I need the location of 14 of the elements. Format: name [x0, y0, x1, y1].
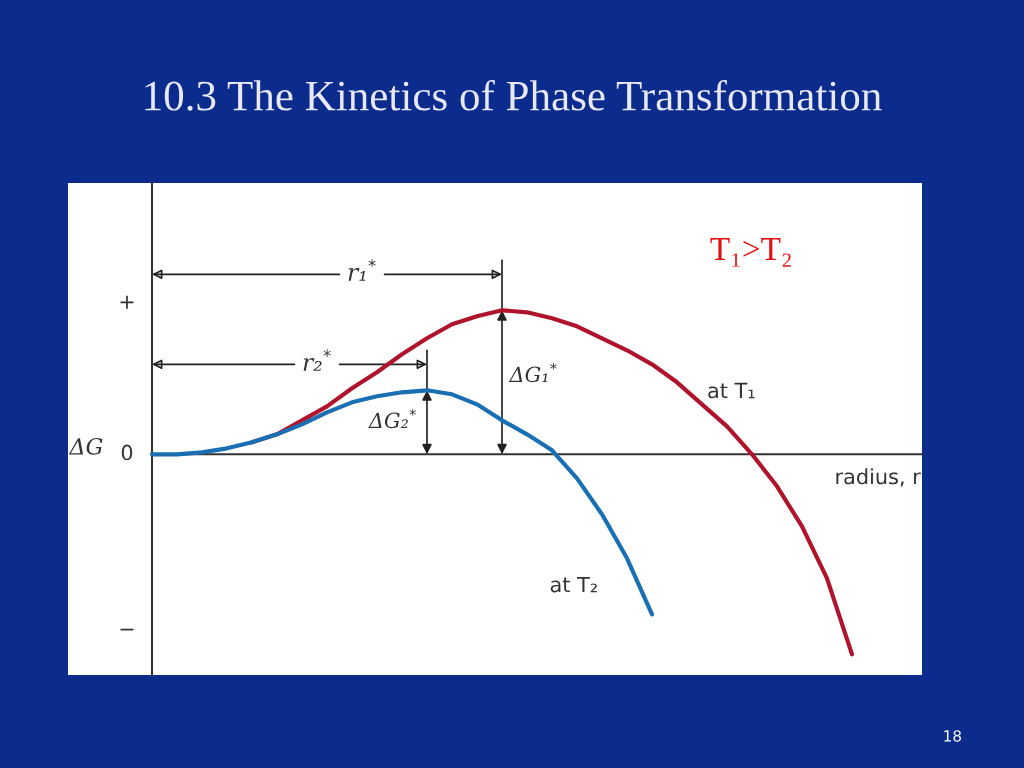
text: r₁$^{*}$: [348, 259, 376, 281]
annotation: ΔG₂$^{*}$: [368, 409, 416, 429]
series-label: at T₂: [550, 576, 597, 593]
text: −: [120, 628, 134, 631]
annotation: r₂$^{*}$: [303, 349, 331, 371]
text: 18: [944, 730, 961, 742]
x-axis-title: radius, r: [836, 468, 921, 487]
text: 0: [121, 444, 133, 461]
text: T₁>T₂: [710, 238, 791, 267]
series-label: at T₁: [708, 382, 755, 399]
annotation: ΔG₁$^{*}$: [508, 363, 557, 383]
y-axis-title: ΔG: [68, 437, 103, 455]
text: +: [120, 295, 134, 309]
chart-title: 10.3 The Kinetics of Phase Transformation: [145, 79, 882, 111]
